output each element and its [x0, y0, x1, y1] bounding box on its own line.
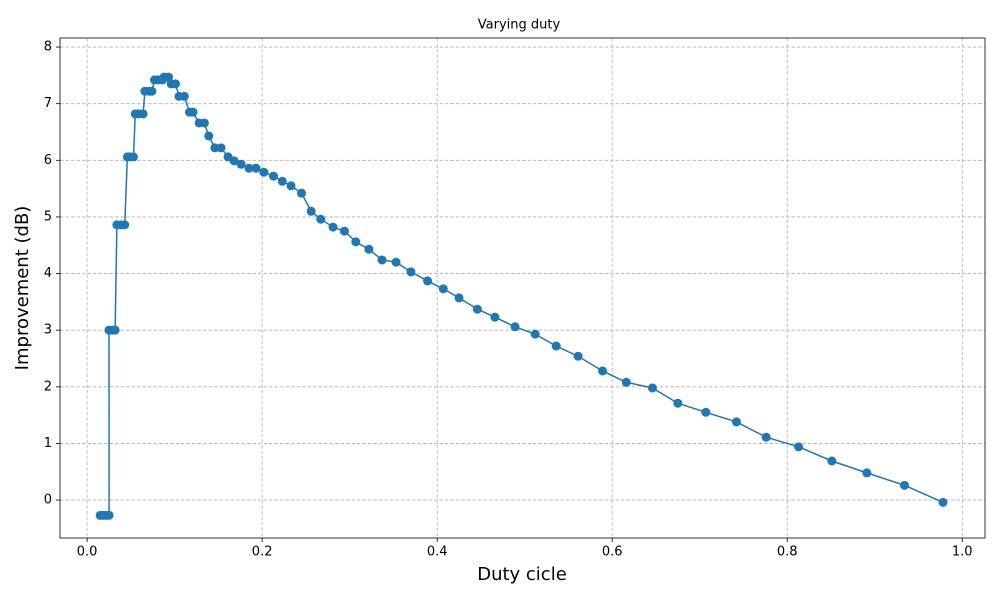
- data-point: [204, 131, 214, 141]
- data-point: [138, 109, 148, 119]
- data-point: [794, 442, 804, 452]
- data-point: [306, 206, 316, 216]
- data-point: [297, 188, 307, 198]
- data-point: [147, 86, 157, 96]
- data-point: [731, 417, 741, 427]
- data-point: [862, 468, 872, 478]
- data-point: [236, 159, 246, 169]
- data-point: [229, 156, 239, 166]
- data-point: [827, 456, 837, 466]
- data-point: [269, 171, 279, 181]
- y-tick-label: 5: [44, 209, 52, 224]
- y-tick-label: 2: [44, 379, 52, 394]
- data-point: [216, 143, 226, 153]
- data-point: [899, 480, 909, 490]
- data-point: [188, 107, 198, 117]
- data-point: [598, 366, 608, 376]
- data-point: [647, 383, 657, 393]
- data-point: [438, 284, 448, 294]
- plot-frame: [59, 37, 986, 539]
- data-point: [391, 257, 401, 267]
- x-tick-label: 0.0: [77, 545, 98, 560]
- data-point: [454, 293, 464, 303]
- y-axis-label: Improvement (dB): [12, 206, 33, 371]
- data-point: [551, 341, 561, 351]
- data-point: [938, 497, 948, 507]
- data-line: [100, 76, 944, 517]
- y-tick-label: 3: [44, 323, 52, 338]
- y-tick-label: 8: [44, 40, 52, 55]
- data-point: [377, 255, 387, 265]
- data-point: [530, 329, 540, 339]
- x-tick-label: 0.2: [252, 545, 273, 560]
- data-point: [406, 267, 416, 277]
- data-point: [104, 510, 114, 520]
- data-point: [673, 398, 683, 408]
- data-point: [171, 79, 181, 89]
- x-tick-label: 0.4: [427, 545, 448, 560]
- y-tick-label: 6: [44, 153, 52, 168]
- data-point: [423, 276, 433, 286]
- data-point: [316, 214, 326, 224]
- data-point: [110, 325, 120, 335]
- y-tick-label: 0: [44, 493, 52, 508]
- data-point: [164, 72, 174, 82]
- data-point: [251, 163, 261, 173]
- chart-title: Varying duty: [478, 18, 561, 33]
- data-point: [179, 91, 189, 101]
- y-tick-label: 1: [44, 436, 52, 451]
- x-tick-label: 0.8: [777, 545, 798, 560]
- data-point: [621, 377, 631, 387]
- x-axis-label: Duty cicle: [477, 564, 567, 585]
- data-point: [286, 181, 296, 191]
- x-tick-label: 0.6: [602, 545, 623, 560]
- data-point: [701, 407, 711, 417]
- data-point: [120, 220, 130, 230]
- y-tick-label: 7: [44, 96, 52, 111]
- data-point: [339, 226, 349, 236]
- data-point: [277, 176, 287, 186]
- data-point: [351, 237, 361, 247]
- data-point: [510, 322, 520, 332]
- data-point: [364, 244, 374, 254]
- data-point: [259, 167, 269, 177]
- data-point: [472, 304, 482, 314]
- y-tick-label: 4: [44, 266, 52, 281]
- data-point: [199, 118, 209, 128]
- x-tick-label: 1.0: [952, 545, 973, 560]
- data-point: [490, 312, 500, 322]
- data-point: [328, 222, 338, 232]
- data-point: [244, 163, 254, 173]
- data-point: [129, 152, 139, 162]
- data-point: [573, 351, 583, 361]
- data-point: [761, 432, 771, 442]
